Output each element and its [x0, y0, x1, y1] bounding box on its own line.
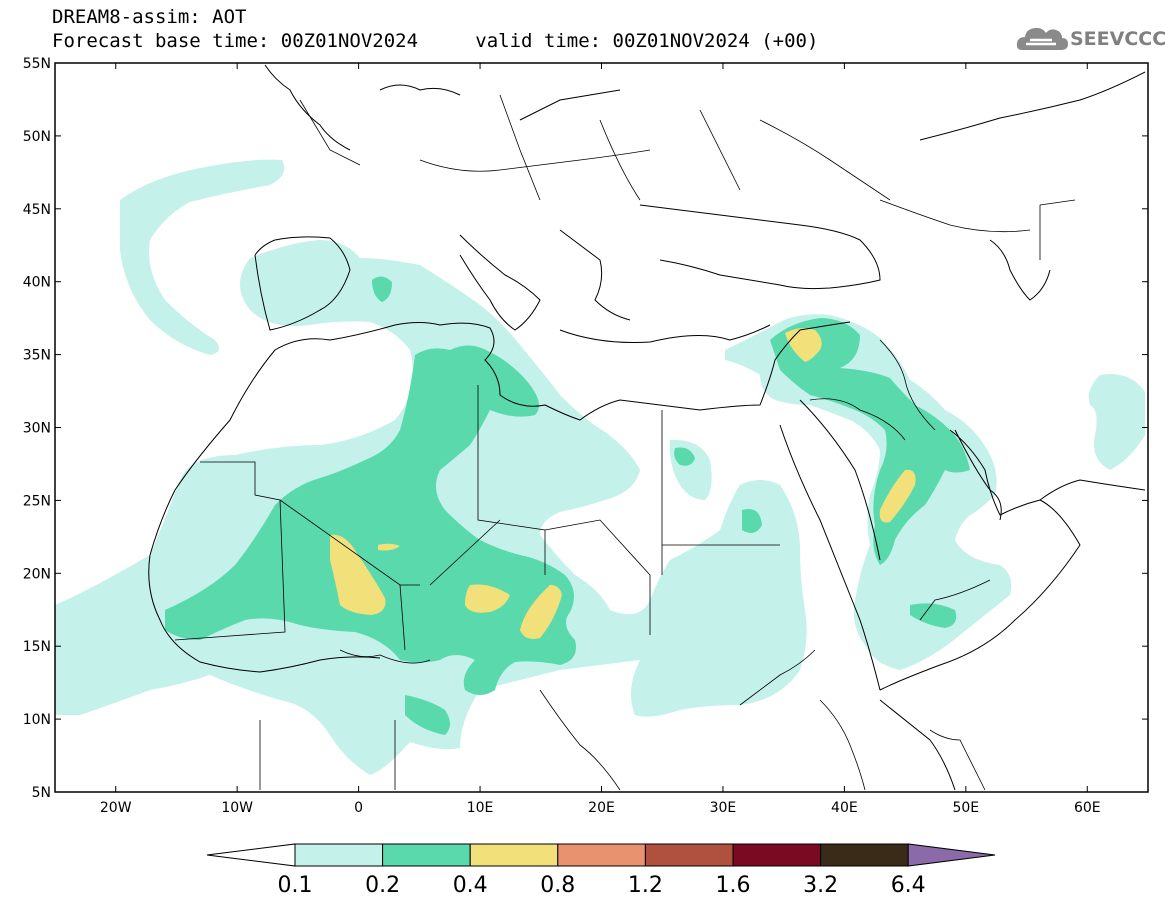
- cloud-icon: [1016, 27, 1068, 50]
- colorbar-label: 0.2: [365, 873, 400, 898]
- colorbar-box: [732, 843, 822, 867]
- lon-tick-label: 10W: [221, 800, 253, 816]
- colorbar-box: [820, 843, 909, 867]
- lat-tick-label: 50N: [23, 129, 51, 145]
- colorbar-over-arrow: [907, 843, 996, 867]
- colorbar-under-arrow: [206, 843, 296, 867]
- lon-tick-label: 50E: [952, 800, 979, 816]
- lon-tick-label: 40E: [831, 800, 858, 816]
- latitude-axis: 5N 10N 15N 20N 25N 30N 35N 40N 45N 50N 55N: [23, 56, 1148, 801]
- colorbar-box: [644, 843, 734, 867]
- colorbar-label: 0.4: [453, 873, 488, 898]
- lon-tick-label: 20W: [100, 800, 132, 816]
- lon-tick-label: 0: [354, 800, 363, 816]
- colorbar-box: [469, 843, 559, 867]
- colorbar-label: 6.4: [891, 873, 926, 898]
- country-borders: [174, 94, 1076, 791]
- lat-tick-label: 45N: [23, 202, 51, 218]
- longitude-axis: 20W 10W 0 10E 20E 30E 40E 50E 60E: [100, 63, 1101, 816]
- lat-tick-label: 5N: [32, 785, 51, 801]
- lat-tick-label: 40N: [23, 275, 51, 291]
- colorbar-box: [382, 843, 471, 867]
- lat-tick-label: 30N: [23, 421, 51, 437]
- lat-tick-label: 15N: [23, 639, 51, 655]
- lat-tick-label: 55N: [23, 56, 51, 72]
- colorbar-label: 1.2: [628, 873, 663, 898]
- lon-tick-label: 10E: [467, 800, 494, 816]
- aot-shading: [55, 159, 1145, 775]
- lat-tick-label: 35N: [23, 348, 51, 364]
- forecast-times: Forecast base time: 00Z01NOV2024 valid t…: [52, 30, 818, 52]
- lat-tick-label: 25N: [23, 493, 51, 509]
- lat-tick-label: 20N: [23, 566, 51, 582]
- colorbar-label: 0.1: [278, 873, 313, 898]
- colorbar-label: 0.8: [540, 873, 575, 898]
- colorbar-label: 3.2: [803, 873, 838, 898]
- lon-tick-label: 60E: [1074, 800, 1101, 816]
- colorbar-box: [294, 843, 384, 867]
- map-title: DREAM8-assim: AOT: [52, 6, 247, 28]
- colorbar-boxes: [206, 843, 996, 867]
- lat-tick-label: 10N: [23, 712, 51, 728]
- colorbar-labels: 0.1 0.2 0.4 0.8 1.2 1.6 3.2 6.4: [278, 873, 926, 898]
- colorbar-box: [557, 843, 646, 867]
- coastlines: [148, 64, 1146, 791]
- colorbar-label: 1.6: [716, 873, 751, 898]
- logo-text: SEEVCCC: [1070, 28, 1165, 50]
- seevccc-logo: SEEVCCC: [1016, 22, 1165, 58]
- valid-time-label: valid time: 00Z01NOV2024 (+00): [475, 30, 819, 52]
- lon-tick-label: 30E: [710, 800, 737, 816]
- lon-tick-label: 20E: [588, 800, 615, 816]
- base-time-label: Forecast base time: 00Z01NOV2024: [52, 30, 419, 52]
